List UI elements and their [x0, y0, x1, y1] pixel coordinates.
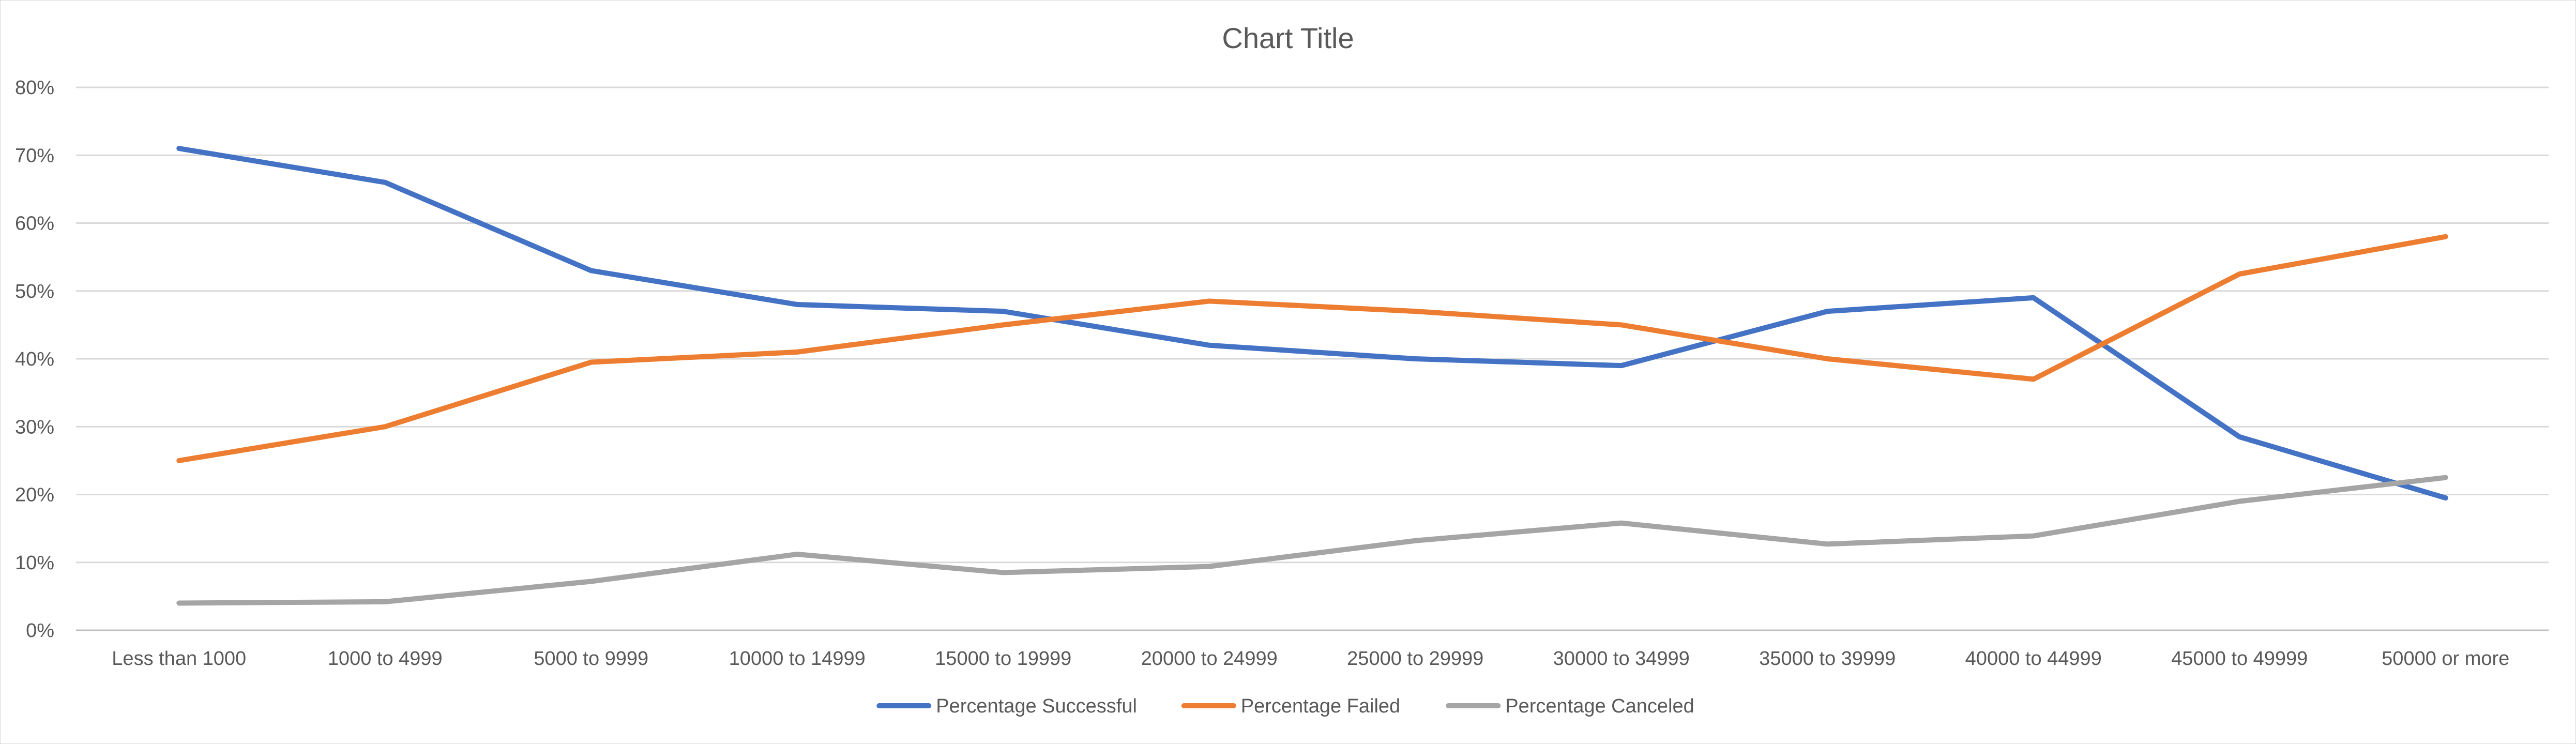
y-axis-ticks: 0% 10% 20% 30% 40% 50% 60% 70% 80%: [15, 77, 54, 642]
data-point: [1415, 540, 1416, 541]
data-point: [2033, 378, 2034, 379]
data-point: [1827, 311, 1828, 312]
data-point: [2239, 436, 2240, 437]
data-point: [797, 352, 798, 353]
data-point: [385, 182, 386, 183]
data-point: [797, 554, 798, 555]
y-tick-label: 40%: [15, 348, 54, 370]
gridlines: [76, 86, 2549, 631]
x-tick-label: 30000 to 34999: [1553, 648, 1690, 670]
data-point: [2239, 501, 2240, 502]
legend-label: Percentage Canceled: [1505, 695, 1694, 717]
data-point: [1209, 300, 1210, 301]
x-tick-label: 10000 to 14999: [729, 648, 866, 670]
y-tick-label: 80%: [15, 77, 54, 99]
data-point: [178, 460, 179, 461]
data-point: [2033, 297, 2034, 298]
x-tick-label: 35000 to 39999: [1759, 648, 1896, 670]
legend-item-percentage-successful: Percentage Successful: [876, 695, 1137, 717]
data-point: [1415, 358, 1416, 359]
y-tick-label: 10%: [15, 552, 54, 574]
legend-label: Percentage Failed: [1241, 695, 1400, 717]
data-point: [178, 148, 179, 149]
x-tick-label: 20000 to 24999: [1141, 648, 1278, 670]
x-tick-label: Less than 1000: [112, 648, 246, 670]
x-tick-label: 25000 to 29999: [1347, 648, 1483, 670]
y-tick-label: 50%: [15, 281, 54, 302]
data-point: [385, 426, 386, 427]
data-point: [590, 270, 592, 271]
data-point: [385, 601, 386, 602]
data-point: [1003, 572, 1004, 573]
y-tick-label: 70%: [15, 145, 54, 166]
data-point: [1827, 543, 1828, 544]
data-point: [2445, 497, 2446, 498]
data-point: [2033, 536, 2034, 537]
x-tick-label: 45000 to 49999: [2171, 648, 2308, 670]
x-axis-ticks: Less than 1000 1000 to 4999 5000 to 9999 10…: [112, 648, 2509, 670]
y-tick-label: 0%: [26, 620, 54, 642]
data-point: [2239, 274, 2240, 275]
data-point: [590, 362, 592, 363]
y-tick-label: 60%: [15, 213, 54, 235]
data-point: [1003, 324, 1004, 325]
data-point: [1621, 365, 1622, 366]
data-point: [1621, 523, 1622, 524]
x-tick-label: 40000 to 44999: [1965, 648, 2102, 670]
series-lines: [176, 146, 2448, 606]
legend: Percentage Successful Percentage Failed Pe…: [876, 695, 1694, 717]
data-point: [1415, 311, 1416, 312]
series-line-percentage-successful: [176, 146, 2448, 501]
series-line-percentage-canceled: [176, 475, 2448, 606]
legend-item-percentage-failed: Percentage Failed: [1181, 695, 1400, 717]
data-point: [1621, 324, 1622, 325]
data-point: [590, 581, 592, 582]
data-point: [797, 304, 798, 305]
x-tick-label: 1000 to 4999: [328, 648, 443, 670]
series-line-percentage-failed: [176, 234, 2448, 463]
x-tick-label: 50000 or more: [2382, 648, 2509, 670]
data-point: [2445, 477, 2446, 478]
y-tick-label: 30%: [15, 416, 54, 438]
legend-item-percentage-canceled: Percentage Canceled: [1446, 695, 1694, 717]
data-point: [1003, 311, 1004, 312]
data-point: [2445, 236, 2446, 237]
chart-title: Chart Title: [1222, 22, 1354, 54]
y-tick-label: 20%: [15, 484, 54, 506]
data-point: [1209, 566, 1210, 567]
legend-label: Percentage Successful: [936, 695, 1137, 717]
data-point: [1827, 358, 1828, 359]
x-tick-label: 5000 to 9999: [534, 648, 648, 670]
data-point: [1209, 345, 1210, 346]
data-point: [178, 603, 179, 604]
x-tick-label: 15000 to 19999: [935, 648, 1071, 670]
